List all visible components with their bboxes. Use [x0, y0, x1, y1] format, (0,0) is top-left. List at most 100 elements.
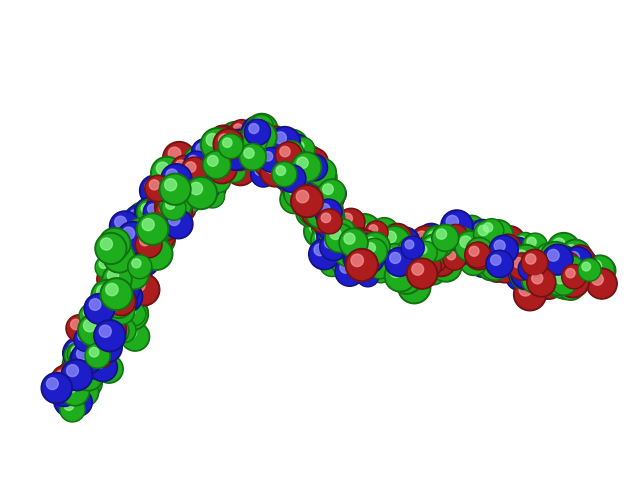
Circle shape: [197, 166, 221, 189]
Circle shape: [288, 184, 300, 196]
Circle shape: [113, 303, 123, 313]
Circle shape: [553, 261, 563, 271]
Circle shape: [222, 148, 242, 168]
Circle shape: [197, 150, 222, 175]
Circle shape: [96, 315, 125, 344]
Circle shape: [411, 231, 437, 258]
Circle shape: [319, 251, 345, 276]
Circle shape: [54, 384, 86, 417]
Circle shape: [140, 236, 150, 246]
Circle shape: [344, 233, 355, 244]
Circle shape: [100, 278, 132, 311]
Circle shape: [271, 147, 304, 180]
Circle shape: [124, 264, 135, 276]
Circle shape: [159, 187, 193, 221]
Circle shape: [116, 277, 136, 298]
Circle shape: [474, 221, 500, 248]
Circle shape: [88, 302, 121, 336]
Circle shape: [311, 227, 338, 254]
Circle shape: [321, 213, 331, 223]
Circle shape: [299, 195, 325, 221]
Circle shape: [535, 262, 565, 292]
Circle shape: [174, 171, 198, 195]
Circle shape: [115, 315, 135, 336]
Circle shape: [336, 226, 364, 253]
Circle shape: [210, 127, 237, 154]
Circle shape: [460, 221, 470, 231]
Circle shape: [416, 254, 440, 277]
Circle shape: [166, 200, 175, 209]
Circle shape: [265, 141, 276, 153]
Circle shape: [346, 230, 374, 258]
Circle shape: [215, 158, 238, 181]
Circle shape: [352, 231, 378, 258]
Circle shape: [315, 192, 328, 205]
Circle shape: [544, 268, 571, 295]
Circle shape: [140, 205, 150, 216]
Circle shape: [161, 190, 190, 219]
Circle shape: [545, 247, 557, 259]
Circle shape: [67, 342, 92, 367]
Circle shape: [550, 260, 573, 283]
Circle shape: [556, 273, 568, 285]
Circle shape: [56, 380, 81, 406]
Circle shape: [111, 275, 132, 295]
Circle shape: [68, 344, 90, 365]
Circle shape: [168, 184, 197, 214]
Circle shape: [412, 264, 424, 275]
Circle shape: [148, 184, 181, 217]
Circle shape: [90, 304, 118, 334]
Circle shape: [383, 223, 412, 252]
Circle shape: [71, 368, 100, 397]
Circle shape: [63, 337, 95, 370]
Circle shape: [337, 208, 365, 237]
Circle shape: [540, 254, 565, 279]
Circle shape: [219, 162, 228, 171]
Circle shape: [562, 270, 575, 283]
Circle shape: [193, 177, 205, 189]
Circle shape: [415, 243, 436, 263]
Circle shape: [301, 148, 328, 176]
Circle shape: [338, 235, 362, 258]
Circle shape: [256, 144, 279, 167]
Circle shape: [312, 168, 323, 179]
Circle shape: [187, 171, 220, 204]
Circle shape: [554, 246, 586, 278]
Circle shape: [277, 148, 298, 168]
Circle shape: [493, 254, 502, 264]
Circle shape: [310, 209, 333, 233]
Circle shape: [565, 245, 577, 256]
Circle shape: [133, 225, 158, 250]
Circle shape: [260, 136, 289, 166]
Circle shape: [476, 255, 484, 264]
Circle shape: [142, 215, 170, 242]
Circle shape: [129, 271, 140, 281]
Circle shape: [465, 247, 488, 271]
Circle shape: [110, 267, 122, 279]
Circle shape: [468, 222, 497, 251]
Circle shape: [284, 140, 297, 152]
Circle shape: [285, 152, 294, 162]
Circle shape: [158, 197, 186, 225]
Circle shape: [312, 209, 332, 230]
Circle shape: [281, 177, 310, 206]
Circle shape: [280, 148, 305, 173]
Circle shape: [77, 364, 87, 374]
Circle shape: [247, 123, 275, 151]
Circle shape: [434, 226, 460, 252]
Circle shape: [94, 311, 115, 330]
Circle shape: [195, 172, 226, 203]
Circle shape: [554, 264, 563, 273]
Circle shape: [308, 239, 340, 270]
Circle shape: [62, 379, 88, 404]
Circle shape: [170, 164, 202, 197]
Circle shape: [111, 281, 143, 312]
Circle shape: [269, 127, 301, 158]
Circle shape: [508, 248, 527, 268]
Circle shape: [481, 220, 502, 241]
Circle shape: [391, 229, 418, 256]
Circle shape: [228, 151, 239, 162]
Circle shape: [341, 239, 372, 270]
Circle shape: [531, 260, 556, 284]
Circle shape: [540, 244, 561, 265]
